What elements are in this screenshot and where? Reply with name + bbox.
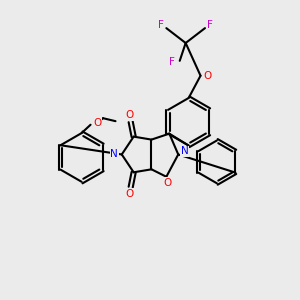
Text: O: O — [126, 110, 134, 120]
Text: F: F — [158, 20, 164, 30]
Text: N: N — [110, 149, 118, 160]
Text: O: O — [164, 178, 172, 188]
Text: O: O — [126, 189, 134, 199]
Text: O: O — [93, 118, 101, 128]
Text: F: F — [207, 20, 213, 30]
Text: F: F — [169, 57, 175, 67]
Text: O: O — [203, 71, 211, 81]
Text: N: N — [181, 146, 189, 157]
